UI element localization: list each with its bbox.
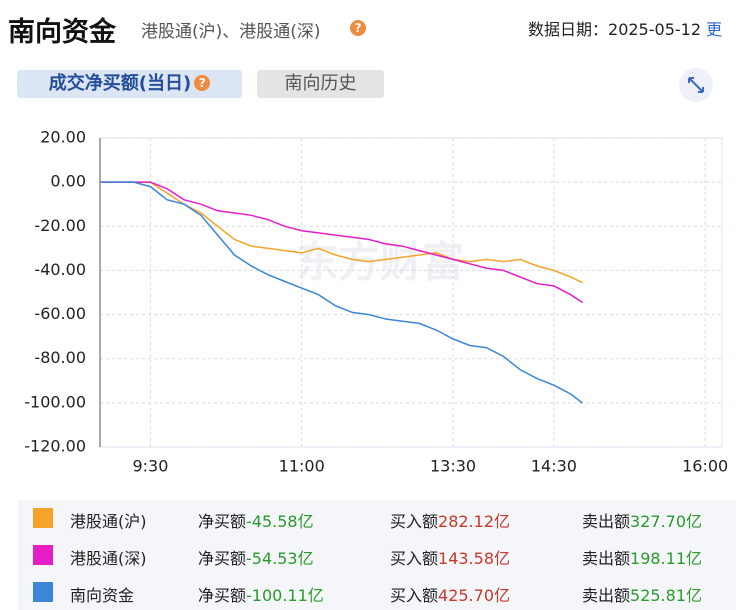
legend-swatch	[33, 545, 53, 565]
stat: 卖出额327.70亿	[582, 508, 702, 532]
x-tick-label: 9:30	[132, 457, 168, 476]
y-tick-label: -20.00	[34, 216, 86, 235]
y-tick-label: -40.00	[34, 260, 86, 279]
tab-active[interactable]: 成交净买额(当日)?	[17, 70, 242, 98]
tab-label: 成交净买额(当日)	[48, 73, 192, 94]
stat-label: 卖出额	[582, 586, 631, 605]
x-tick-label: 13:30	[430, 457, 476, 476]
legend-row: 南向资金 净买额-100.11亿 买入额425.70亿 卖出额525.81亿	[18, 574, 736, 610]
stat-value: -54.53亿	[246, 549, 314, 568]
series-line	[100, 181, 583, 404]
y-tick-label: -80.00	[34, 348, 86, 367]
stat-value: 143.58亿	[438, 549, 511, 568]
page-subtitle: 港股通(沪)、港股通(深)	[141, 22, 321, 42]
stat-label: 净买额	[198, 549, 247, 568]
y-tick-label: -120.00	[24, 437, 86, 456]
stat-label: 买入额	[390, 549, 439, 568]
date-label: 数据日期：	[528, 20, 609, 39]
more-link[interactable]: 更	[706, 20, 723, 39]
y-tick-label: 0.00	[50, 172, 86, 191]
stat: 卖出额198.11亿	[582, 545, 702, 569]
help-icon[interactable]: ?	[194, 75, 211, 91]
stat: 净买额-45.58亿	[198, 508, 314, 532]
y-tick-label: 20.00	[40, 128, 86, 147]
stat: 买入额282.12亿	[390, 508, 510, 532]
stat-label: 净买额	[198, 512, 247, 531]
series-line	[100, 181, 583, 304]
x-tick-label: 16:00	[682, 457, 728, 476]
expand-button[interactable]	[679, 68, 713, 102]
stat-value: 282.12亿	[438, 512, 511, 531]
series-line	[100, 181, 583, 284]
stat: 净买额-54.53亿	[198, 545, 314, 569]
stat: 卖出额525.81亿	[582, 582, 702, 606]
chart: 东方财富 20.00 0.00 -20.00 -40.00 -60.00 -80.00 -1…	[24, 128, 728, 476]
stat-value: 327.70亿	[630, 512, 703, 531]
stat-label: 卖出额	[582, 512, 631, 531]
legend-swatch	[33, 582, 53, 602]
stat: 买入额143.58亿	[390, 545, 510, 569]
legend-name: 港股通(深)	[70, 549, 147, 568]
stat-value: -45.58亿	[246, 512, 314, 531]
y-tick-label: -100.00	[24, 392, 86, 411]
legend: 港股通(沪) 净买额-45.58亿 买入额282.12亿 卖出额327.70亿 港股通(…	[18, 500, 736, 610]
stat-label: 卖出额	[582, 549, 631, 568]
stat-value: 425.70亿	[438, 586, 511, 605]
legend-row: 港股通(沪) 净买额-45.58亿 买入额282.12亿 卖出额327.70亿	[18, 500, 736, 536]
x-tick-label: 14:30	[531, 457, 577, 476]
stat-label: 买入额	[390, 512, 439, 531]
date-value: 2025-05-12	[608, 20, 701, 39]
x-tick-label: 11:00	[279, 457, 325, 476]
legend-row: 港股通(深) 净买额-54.53亿 买入额143.58亿 卖出额198.11亿	[18, 537, 736, 573]
help-icon[interactable]: ?	[350, 20, 366, 36]
plot-frame	[99, 137, 723, 448]
tab[interactable]: 南向历史	[257, 70, 384, 98]
legend-name: 南向资金	[70, 586, 135, 605]
legend-name: 港股通(沪)	[70, 512, 147, 531]
expand-icon	[688, 77, 704, 93]
stat-label: 净买额	[198, 586, 247, 605]
stat: 买入额425.70亿	[390, 582, 510, 606]
legend-swatch	[33, 508, 53, 528]
data-date: 数据日期：2025-05-12 更	[528, 16, 722, 40]
page-title: 南向资金	[8, 17, 116, 48]
watermark: 东方财富	[296, 238, 464, 287]
stat-value: -100.11亿	[246, 586, 324, 605]
y-tick-label: -60.00	[34, 304, 86, 323]
stat-value: 525.81亿	[630, 586, 703, 605]
stat-label: 买入额	[390, 586, 439, 605]
stat-value: 198.11亿	[630, 549, 703, 568]
stat: 净买额-100.11亿	[198, 582, 324, 606]
